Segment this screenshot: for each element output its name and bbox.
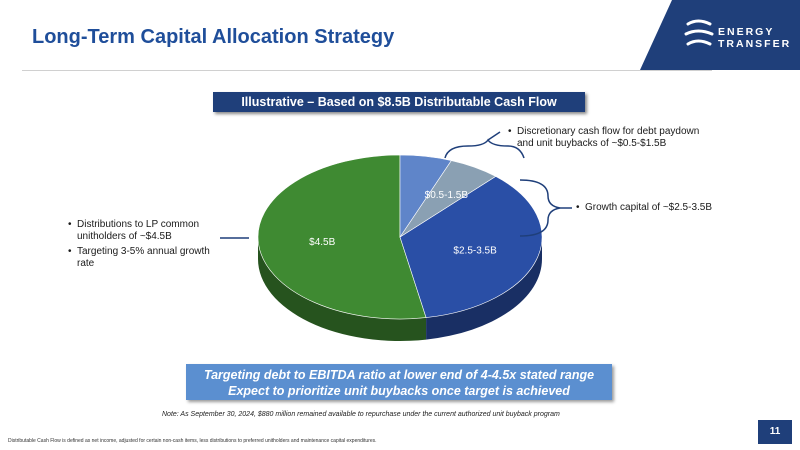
logo-line-transfer: TRANSFER (718, 38, 792, 50)
page-title: Long-Term Capital Allocation Strategy (32, 26, 395, 48)
page-number: 11 (758, 420, 792, 444)
pie-slice-label: $0.5-1.5B (425, 190, 469, 201)
top-right-callout-item: Discretionary cash flow for debt paydown… (508, 126, 718, 150)
top-right-callout: Discretionary cash flow for debt paydown… (508, 126, 718, 153)
pie-sides (257, 237, 542, 342)
pie-slice (399, 154, 452, 238)
left-callout-item: Targeting 3-5% annual growth rate (68, 246, 223, 270)
target-line-2: Expect to prioritize unit buybacks once … (228, 384, 570, 398)
pie-slice (399, 176, 543, 318)
buyback-note: Note: As September 30, 2024, $880 millio… (162, 411, 560, 418)
pie-labels: $4.5B $2.5-3.5B $0.5-1.5B (309, 190, 497, 257)
pie-slice-label: $2.5-3.5B (453, 245, 497, 256)
logo-wordmark: ENERGY TRANSFER (718, 26, 791, 50)
logo-line-energy: ENERGY (718, 26, 775, 38)
title-divider (22, 70, 712, 71)
left-callout-item: Distributions to LP common unitholders o… (68, 219, 223, 243)
pie-slice-side (257, 237, 427, 342)
target-line-1: Targeting debt to EBITDA ratio at lower … (203, 368, 595, 382)
target-box: Targeting debt to EBITDA ratio at lower … (186, 364, 612, 400)
top-right-brace-tail (487, 131, 501, 141)
pie-slice-label: $4.5B (309, 237, 335, 248)
energy-transfer-logo-icon (684, 19, 714, 46)
footnote: Distributable Cash Flow is defined as ne… (8, 438, 377, 444)
pie-slice (257, 154, 427, 320)
logo-background (640, 0, 800, 70)
right-callout-item: Growth capital of ~$2.5-3.5B (576, 202, 756, 214)
chart-banner: Illustrative – Based on $8.5B Distributa… (213, 92, 585, 112)
left-callout: Distributions to LP common unitholders o… (68, 219, 223, 273)
right-callout: Growth capital of ~$2.5-3.5B (576, 202, 756, 217)
pie-tops (257, 154, 543, 320)
pie-slice-side (426, 237, 542, 340)
logo-band (640, 0, 800, 70)
